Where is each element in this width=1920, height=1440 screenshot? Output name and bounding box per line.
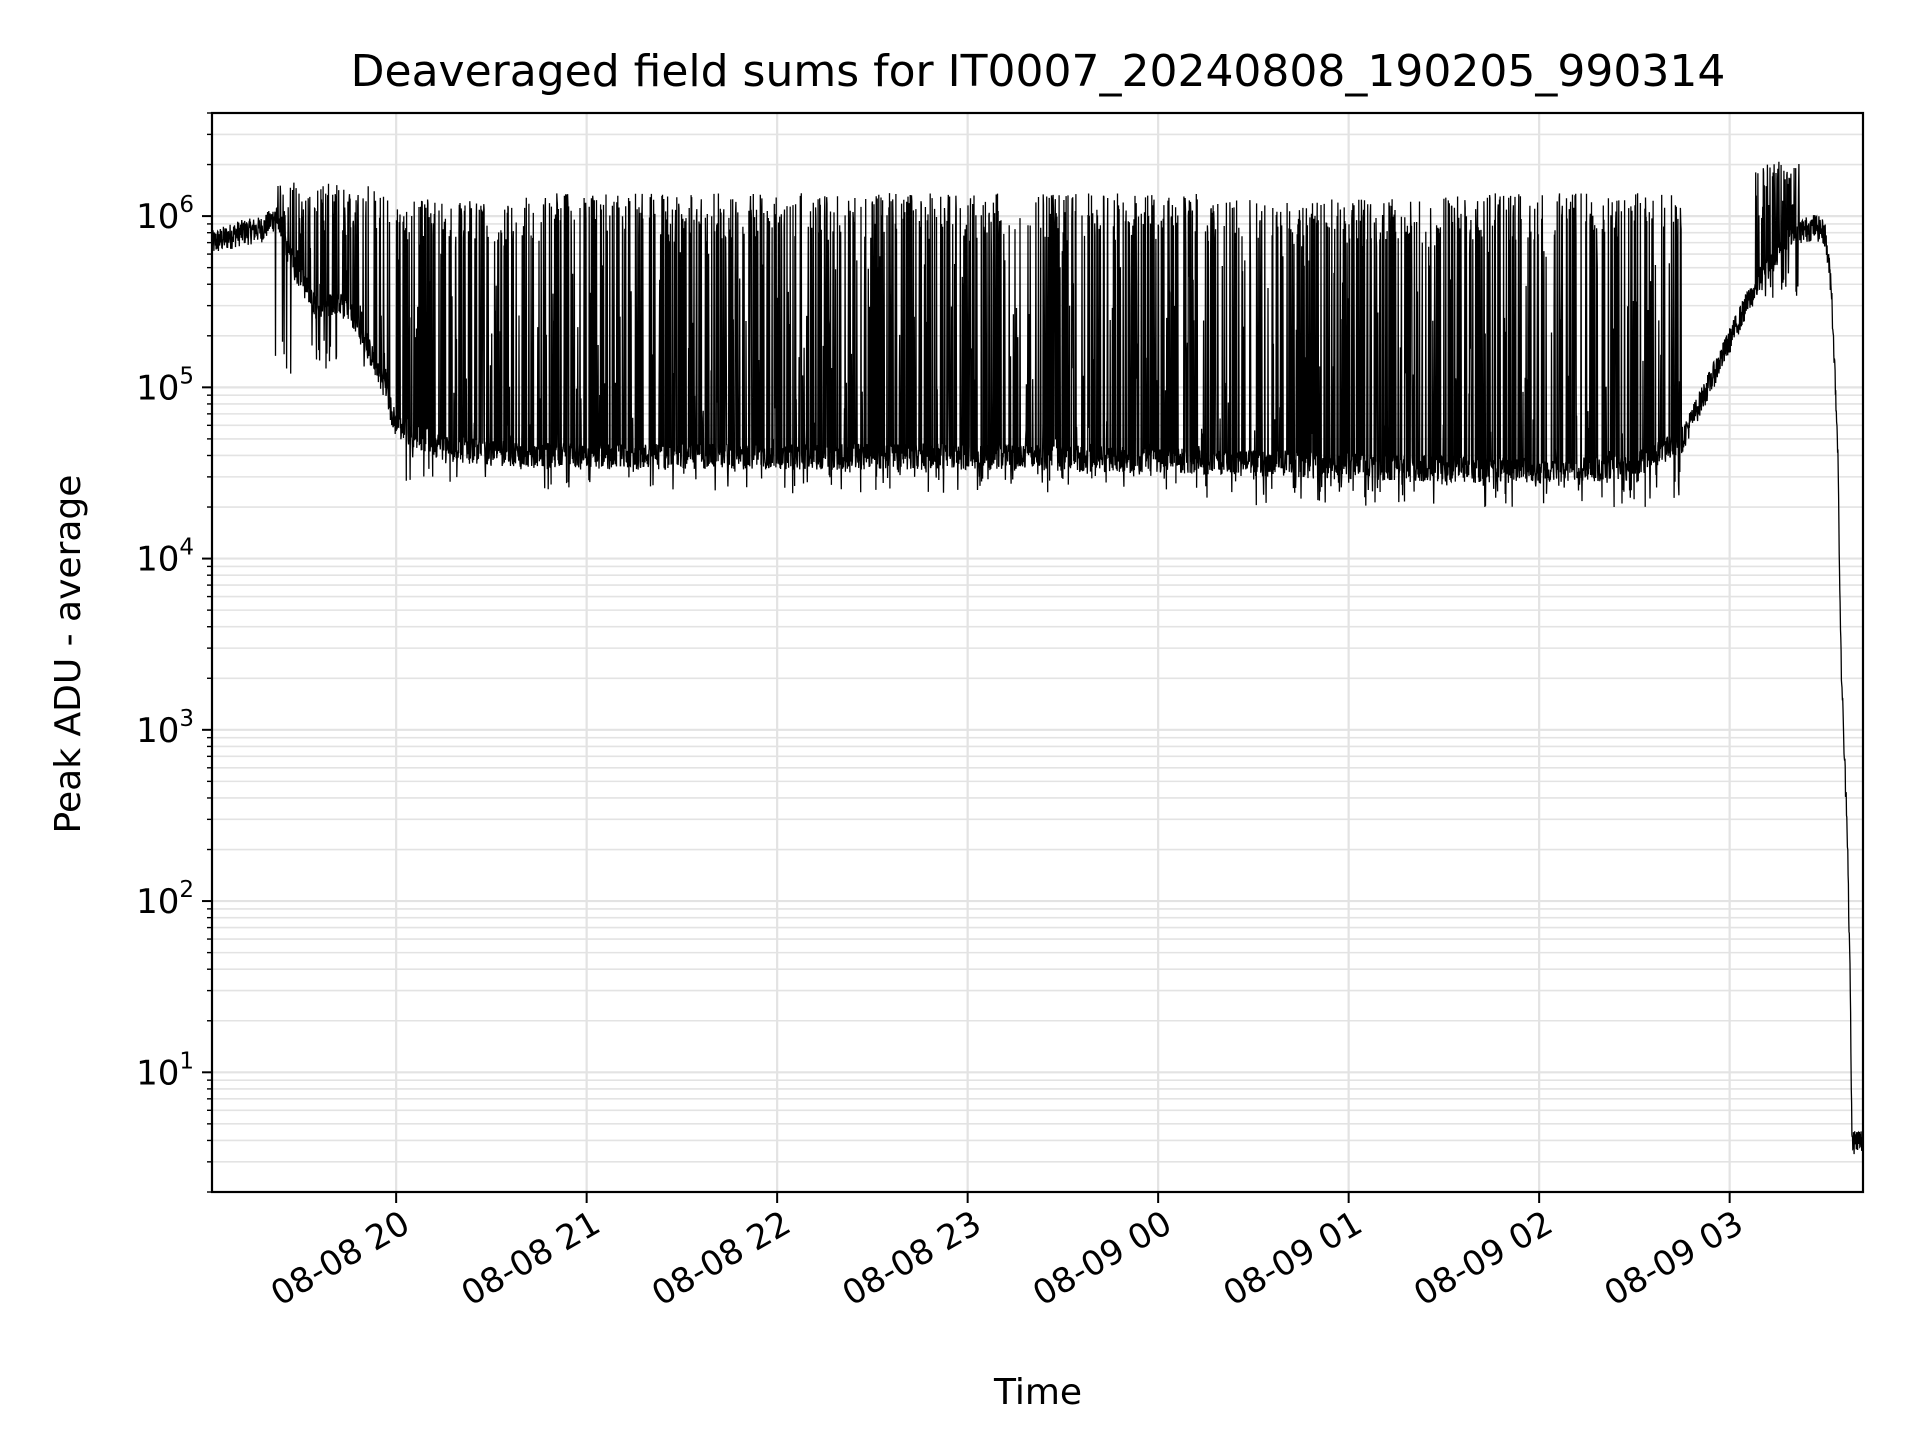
y-tick-label: 105	[136, 363, 194, 408]
chart-title: Deaveraged field sums for IT0007_2024080…	[351, 46, 1726, 97]
series-line	[211, 161, 1864, 1155]
x-axis-label: Time	[993, 1372, 1082, 1413]
plot-frame	[210, 111, 1865, 1194]
plot-area	[211, 161, 1864, 1155]
y-tick-label: 103	[136, 706, 194, 751]
y-axis-label: Peak ADU - average	[48, 475, 89, 834]
y-tick-label: 101	[136, 1048, 194, 1093]
y-tick-label: 106	[136, 192, 194, 237]
y-tick-label: 104	[136, 535, 194, 580]
y-tick-label: 102	[136, 877, 194, 922]
